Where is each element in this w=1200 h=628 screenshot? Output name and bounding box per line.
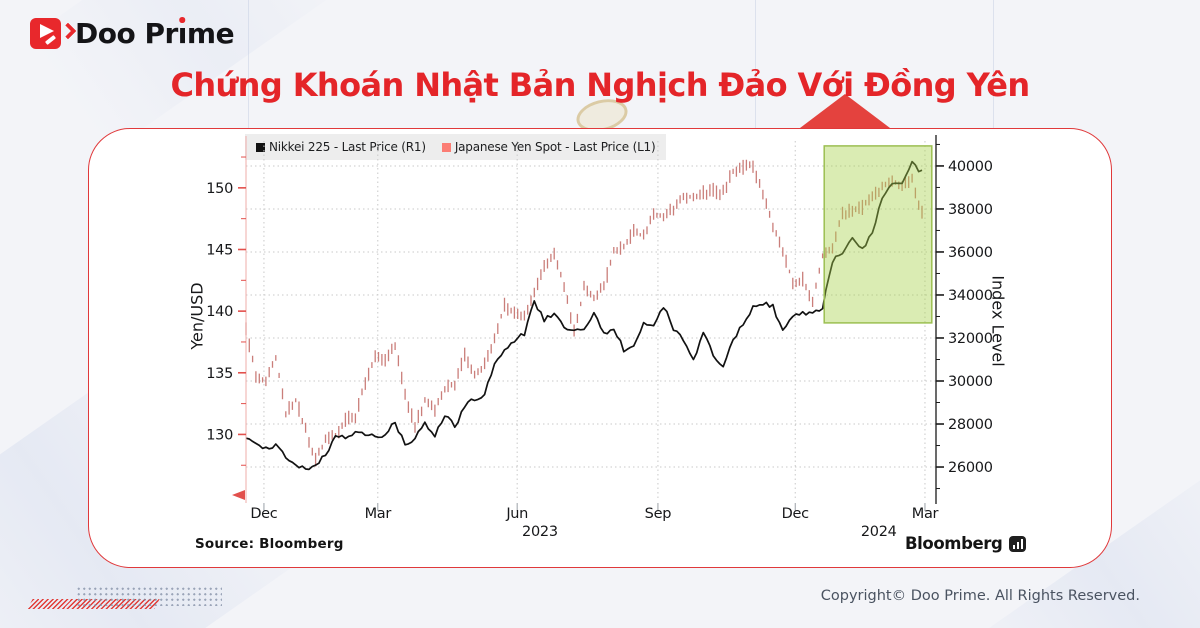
svg-text:Jun: Jun — [505, 506, 528, 522]
legend-swatch-yen — [441, 142, 451, 152]
page-title: Chứng Khoán Nhật Bản Nghịch Đảo Với Đồng… — [170, 66, 1030, 104]
svg-text:145: 145 — [206, 242, 233, 258]
gridlines — [246, 141, 936, 501]
svg-text:Sep: Sep — [645, 506, 672, 522]
svg-text:36000: 36000 — [948, 245, 993, 261]
svg-text:150: 150 — [206, 181, 233, 197]
nikkei-line — [245, 160, 923, 471]
bg-line — [248, 0, 249, 128]
svg-text:38000: 38000 — [948, 202, 993, 218]
svg-text:Mar: Mar — [912, 506, 939, 522]
yen-bars — [245, 159, 923, 467]
highlight-box — [823, 145, 933, 324]
legend-item-nikkei: Nikkei 225 - Last Price (R1) — [256, 140, 426, 154]
chart-legend: Nikkei 225 - Last Price (R1) Japanese Ye… — [245, 134, 667, 160]
svg-text:2024: 2024 — [861, 524, 897, 540]
svg-text:34000: 34000 — [948, 288, 993, 304]
svg-text:Dec: Dec — [782, 506, 809, 522]
bg-line — [993, 0, 994, 128]
axes — [232, 135, 944, 511]
doo-prime-logo-icon — [30, 18, 77, 49]
legend-label-nikkei: Nikkei 225 - Last Price (R1) — [269, 140, 426, 154]
source-label: Source: Bloomberg — [195, 536, 344, 552]
svg-text:135: 135 — [206, 366, 233, 382]
legend-label-yen: Japanese Yen Spot - Last Price (L1) — [454, 140, 656, 154]
svg-text:26000: 26000 — [948, 460, 993, 476]
chart-svg: 150 145 140 135 130 40000 38000 36000 34000 32000… — [206, 135, 993, 540]
copyright: Copyright© Doo Prime. All Rights Reserve… — [820, 588, 1140, 604]
svg-text:140: 140 — [206, 304, 233, 320]
triangle-decoration — [800, 94, 890, 128]
axis-labels: 150 145 140 135 130 40000 38000 36000 34000 32000… — [206, 159, 993, 540]
svg-text:Mar: Mar — [365, 506, 392, 522]
svg-text:Dec: Dec — [250, 506, 277, 522]
svg-text:30000: 30000 — [948, 374, 993, 390]
bloomberg-terminal-icon — [1009, 535, 1027, 552]
doo-prime-logo: Doo Prıme — [30, 17, 235, 50]
bg-line — [755, 0, 756, 128]
svg-text:130: 130 — [206, 427, 233, 443]
bloomberg-logo: Bloomberg — [905, 534, 1027, 553]
svg-text:40000: 40000 — [948, 159, 993, 175]
dots-decoration — [76, 586, 222, 606]
svg-text:2023: 2023 — [522, 524, 558, 540]
bloomberg-logo-text: Bloomberg — [905, 534, 1003, 553]
doo-prime-logo-text: Doo Prıme — [75, 17, 235, 50]
svg-text:28000: 28000 — [948, 417, 993, 433]
legend-item-yen: Japanese Yen Spot - Last Price (L1) — [441, 140, 656, 154]
svg-text:32000: 32000 — [948, 331, 993, 347]
chart-card: Nikkei 225 - Last Price (R1) Japanese Ye… — [88, 128, 1112, 568]
left-axis-arrow — [232, 490, 245, 500]
legend-swatch-nikkei — [256, 142, 265, 152]
